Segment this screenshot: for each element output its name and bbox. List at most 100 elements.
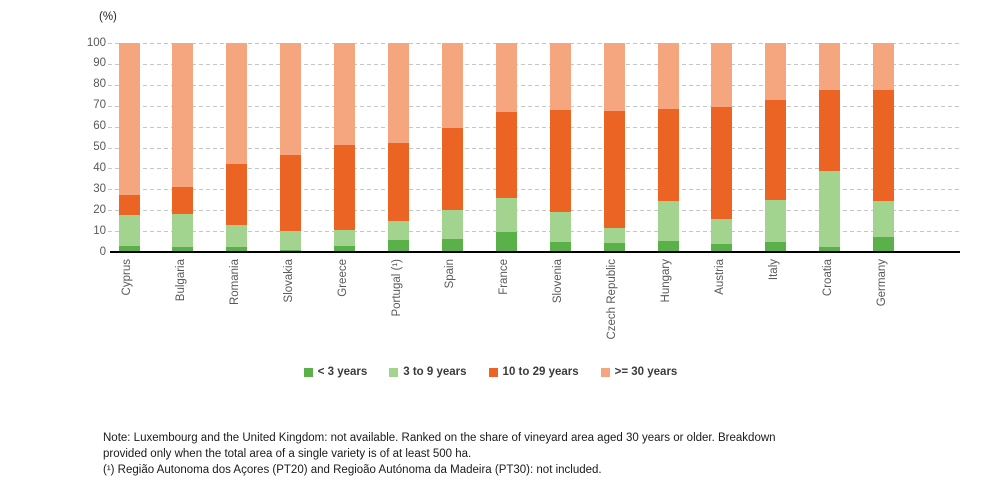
bar-segment-romania-3-years — [226, 246, 248, 252]
bar-segment-slovenia-30-years — [549, 43, 571, 111]
y-tick-label-10: 10 — [93, 224, 106, 237]
bar-segment-germany-3-to-9-years — [873, 200, 895, 237]
y-tick-label-50: 50 — [93, 141, 106, 153]
bar-segment-italy-3-years — [765, 241, 787, 252]
bar-cyprus — [118, 43, 140, 252]
bar-france — [495, 43, 517, 252]
bar-romania — [226, 43, 248, 252]
bar-segment-spain-3-to-9-years — [441, 210, 463, 239]
footnote-line: provided only when the total area of a s… — [103, 448, 472, 460]
x-axis-label-germany: Germany — [875, 259, 888, 307]
bar-segment-austria-30-years — [711, 43, 733, 107]
y-tick-label-20: 20 — [93, 203, 106, 216]
footnote-line: Note: Luxembourg and the United Kingdom:… — [103, 432, 776, 444]
legend-swatch-30-years — [600, 367, 610, 377]
x-axis-label-bulgaria: Bulgaria — [174, 259, 187, 302]
bar-segment-germany-30-years — [873, 43, 895, 90]
bar-greece — [334, 43, 356, 252]
bar-segment-germany-3-years — [873, 236, 895, 252]
x-axis-line — [110, 251, 960, 253]
bar-segment-spain-30-years — [441, 43, 463, 128]
bar-segment-bulgaria-3-to-9-years — [172, 214, 194, 248]
bar-segment-spain-3-years — [441, 238, 463, 252]
legend-label-10-to-29-years: 10 to 29 years — [502, 366, 579, 378]
x-axis-label-italy: Italy — [767, 259, 780, 281]
y-tick-label-90: 90 — [93, 57, 106, 70]
bar-segment-czech-republic-10-to-29-years — [603, 110, 625, 229]
bar-italy — [765, 43, 787, 252]
gridline-80 — [108, 84, 960, 86]
gridline-30 — [108, 189, 960, 191]
bar-segment-italy-10-to-29-years — [765, 99, 787, 201]
legend-item-3-years: < 3 years — [303, 366, 368, 378]
bar-segment-bulgaria-10-to-29-years — [172, 187, 194, 215]
bar-segment-slovakia-10-to-29-years — [280, 155, 302, 232]
y-tick-label-80: 80 — [93, 78, 106, 91]
gridline-10 — [108, 231, 960, 233]
bar-segment-portugal-30-years — [388, 43, 409, 144]
legend-label-3-to-9-years: 3 to 9 years — [403, 366, 467, 378]
x-axis-label-czech-republic: Czech Republic — [606, 259, 619, 340]
bar-segment-germany-10-to-29-years — [873, 89, 895, 201]
x-axis-label-greece: Greece — [336, 259, 349, 297]
legend-swatch-3-to-9-years — [389, 367, 399, 377]
x-axis-label-france: France — [498, 259, 511, 295]
bar-spain — [441, 43, 463, 252]
bar-segment-portugal-3-to-9-years — [388, 220, 409, 241]
bar-segment-hungary-10-to-29-years — [657, 108, 679, 202]
y-tick-label-70: 70 — [93, 99, 106, 112]
bar-segment-hungary-3-years — [657, 240, 679, 252]
bar-segment-france-10-to-29-years — [495, 112, 517, 199]
bar-czech-republic — [603, 43, 625, 252]
x-axis-label-cyprus: Cyprus — [121, 259, 133, 296]
bar-segment-romania-3-to-9-years — [226, 225, 248, 247]
bar-segment-croatia-3-to-9-years — [819, 170, 841, 247]
bar-segment-france-30-years — [495, 43, 517, 113]
footnote-line: (¹) Região Autonoma dos Açores (PT20) an… — [103, 464, 602, 476]
gridline-100 — [108, 43, 960, 44]
legend-item-30-years: >= 30 years — [600, 366, 678, 378]
y-tick-label-100: 100 — [86, 36, 106, 49]
bar-segment-czech-republic-3-to-9-years — [603, 228, 625, 244]
x-axis-label-austria: Austria — [713, 259, 726, 295]
legend-label-30-years: >= 30 years — [614, 366, 678, 378]
y-axis-unit-label: (%) — [99, 11, 117, 23]
bar-segment-portugal-10-to-29-years — [388, 143, 409, 221]
bar-segment-greece-3-years — [334, 245, 356, 252]
bar-segment-cyprus-3-to-9-years — [118, 214, 140, 246]
footnote: Note: Luxembourg and the United Kingdom:… — [103, 430, 893, 478]
bar-segment-italy-3-to-9-years — [765, 200, 787, 242]
bar-segment-bulgaria-3-years — [172, 247, 194, 252]
bar-segment-slovenia-10-to-29-years — [549, 110, 571, 213]
bar-segment-austria-3-years — [711, 244, 733, 252]
bar-slovakia — [280, 43, 302, 252]
legend-item-10-to-29-years: 10 to 29 years — [488, 366, 579, 378]
bar-segment-slovenia-3-years — [549, 241, 571, 252]
gridline-70 — [108, 105, 960, 107]
bar-segment-france-3-to-9-years — [495, 198, 517, 233]
y-tick-label-30: 30 — [93, 182, 106, 195]
bar-segment-romania-10-to-29-years — [226, 164, 248, 226]
x-axis-label-hungary: Hungary — [660, 259, 672, 303]
x-axis-label-romania: Romania — [228, 259, 241, 306]
legend-swatch-10-to-29-years — [488, 367, 498, 377]
bar-segment-cyprus-10-to-29-years — [118, 194, 140, 215]
bar-segment-austria-10-to-29-years — [711, 106, 733, 219]
bar-segment-greece-3-to-9-years — [334, 230, 356, 246]
bar-segment-cyprus-30-years — [118, 43, 140, 195]
bar-segment-austria-3-to-9-years — [711, 218, 733, 245]
bar-segment-greece-10-to-29-years — [334, 145, 356, 231]
bar-segment-slovakia-3-to-9-years — [280, 231, 302, 250]
bar-germany — [873, 43, 895, 252]
bar-segment-portugal-3-years — [388, 240, 409, 252]
bar-hungary — [657, 43, 679, 252]
bar-austria — [711, 43, 733, 252]
x-axis-label-slovenia: Slovenia — [552, 259, 565, 304]
bar-segment-slovakia-30-years — [280, 43, 302, 156]
legend-item-3-to-9-years: 3 to 9 years — [389, 366, 467, 378]
x-axis-label-spain: Spain — [444, 259, 457, 289]
bar-segment-greece-30-years — [334, 43, 356, 146]
x-axis-label-croatia: Croatia — [821, 259, 834, 297]
legend-label-3-years: < 3 years — [317, 366, 368, 378]
bar-segment-slovakia-3-years — [280, 249, 302, 252]
